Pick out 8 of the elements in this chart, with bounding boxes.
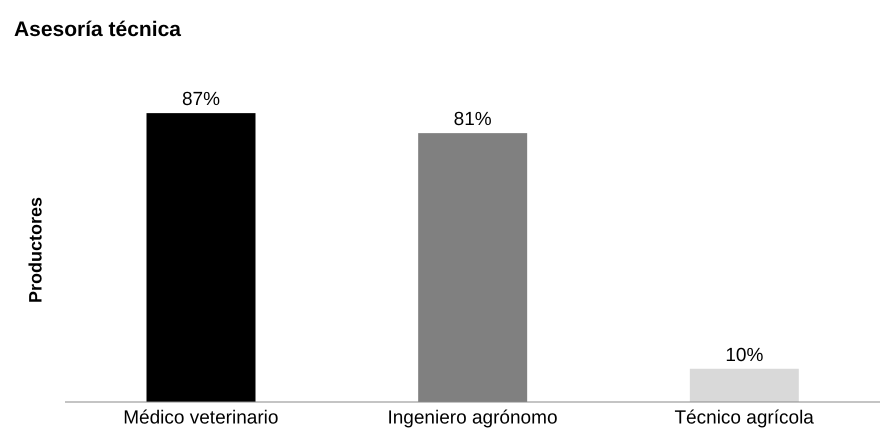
data-label: 87% (182, 89, 220, 110)
data-label: 81% (454, 109, 492, 130)
x-tick-label: Técnico agrícola (674, 407, 814, 428)
x-tick-label: Ingeniero agrónomo (387, 407, 558, 428)
data-label: 10% (725, 344, 764, 366)
x-tick-label: Médico veterinario (123, 407, 278, 428)
y-axis-title: Productores (26, 196, 46, 304)
chart-title: Asesoría técnica (14, 18, 181, 42)
